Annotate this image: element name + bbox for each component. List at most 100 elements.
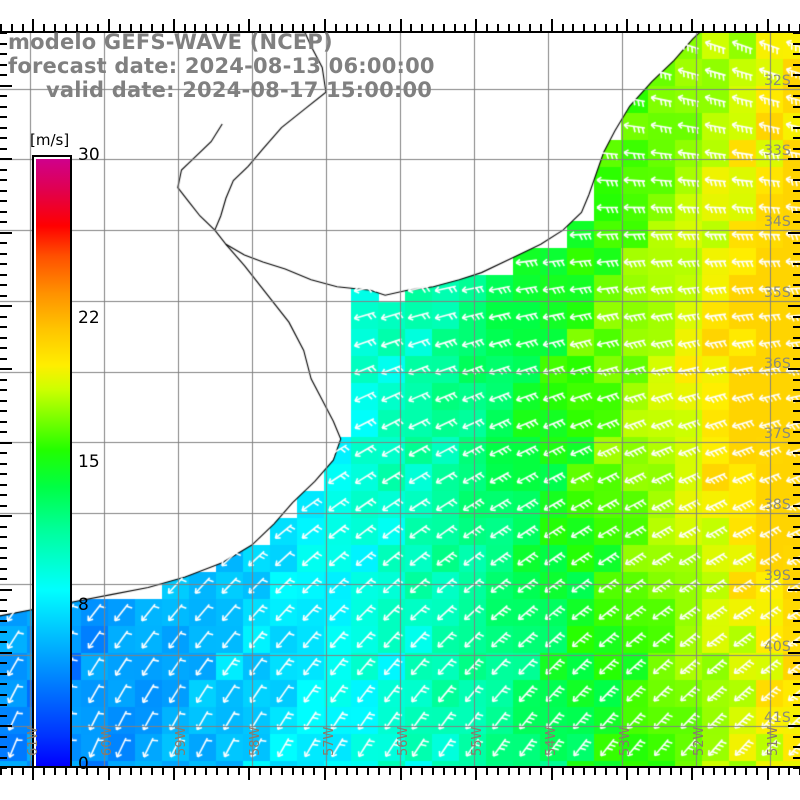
- axis-tick: [702, 768, 704, 775]
- axis-tick: [0, 400, 7, 402]
- axis-tick: [540, 24, 542, 31]
- axis-tick: [788, 305, 800, 307]
- axis-tick: [0, 526, 7, 528]
- plot-frame-bottom: [0, 766, 800, 768]
- axis-tick: [793, 116, 800, 118]
- axis-tick: [0, 305, 12, 307]
- axis-tick: [0, 179, 7, 181]
- axis-tick: [551, 19, 553, 31]
- axis-tick: [248, 768, 250, 780]
- axis-tick: [551, 768, 553, 780]
- axis-tick: [691, 19, 693, 31]
- axis-tick: [270, 768, 272, 775]
- axis-tick: [238, 768, 240, 775]
- axis-tick: [793, 557, 800, 559]
- axis-tick: [793, 284, 800, 286]
- axis-tick: [0, 389, 7, 391]
- axis-tick: [0, 694, 7, 696]
- axis-tick: [475, 19, 477, 31]
- axis-tick: [65, 24, 67, 31]
- axis-tick: [793, 179, 800, 181]
- axis-tick: [86, 768, 88, 775]
- axis-tick: [108, 19, 110, 31]
- axis-tick: [583, 768, 585, 775]
- axis-tick: [793, 326, 800, 328]
- axis-tick: [0, 158, 12, 160]
- axis-tick: [0, 431, 7, 433]
- axis-tick: [32, 768, 34, 780]
- axis-tick: [793, 547, 800, 549]
- axis-tick: [572, 768, 574, 775]
- axis-tick: [151, 768, 153, 775]
- axis-tick: [793, 631, 800, 633]
- axis-tick: [793, 127, 800, 129]
- axis-tick: [793, 568, 800, 570]
- longitude-gridline-label: 57W: [321, 726, 337, 756]
- longitude-gridline-label: 52W: [692, 726, 708, 756]
- axis-tick: [216, 24, 218, 31]
- axis-tick: [0, 515, 12, 517]
- axis-tick: [194, 24, 196, 31]
- latitude-gridline-label: 36S: [764, 355, 791, 372]
- axis-tick: [788, 442, 800, 444]
- axis-tick: [793, 599, 800, 601]
- axis-tick: [173, 768, 175, 780]
- axis-tick: [43, 24, 45, 31]
- latitude-gridline-label: 35S: [764, 284, 791, 301]
- axis-tick: [0, 137, 7, 139]
- colorbar-tick-label: 22: [78, 308, 100, 329]
- colorbar-tick-label: 8: [78, 594, 89, 615]
- axis-tick: [793, 715, 800, 717]
- axis-tick: [389, 24, 391, 31]
- axis-tick: [793, 400, 800, 402]
- axis-tick: [0, 32, 7, 34]
- axis-tick: [788, 515, 800, 517]
- axis-tick: [0, 211, 7, 213]
- axis-tick: [793, 421, 800, 423]
- axis-tick: [259, 768, 261, 775]
- axis-tick: [756, 24, 758, 31]
- axis-tick: [454, 768, 456, 775]
- axis-tick: [793, 316, 800, 318]
- axis-tick: [378, 768, 380, 775]
- longitude-gridline-label: 53W: [618, 726, 634, 756]
- axis-tick: [22, 768, 24, 775]
- axis-tick: [778, 768, 780, 775]
- axis-tick: [324, 19, 326, 31]
- longitude-gridline-label: 58W: [247, 726, 263, 756]
- axis-tick: [0, 725, 12, 727]
- axis-tick: [0, 24, 2, 31]
- axis-tick: [0, 599, 7, 601]
- axis-tick: [793, 673, 800, 675]
- longitude-gridline-label: 54W: [544, 726, 560, 756]
- axis-tick: [793, 641, 800, 643]
- axis-tick: [788, 85, 800, 87]
- axis-tick: [0, 295, 7, 297]
- axis-tick: [443, 24, 445, 31]
- axis-tick: [793, 578, 800, 580]
- axis-tick: [432, 768, 434, 775]
- axis-tick: [793, 190, 800, 192]
- axis-tick: [0, 284, 7, 286]
- longitude-gridline-label: 60W: [99, 726, 115, 756]
- axis-tick: [0, 85, 12, 87]
- axis-tick: [648, 768, 650, 775]
- axis-tick: [793, 263, 800, 265]
- axis-tick: [793, 64, 800, 66]
- axis-tick: [162, 768, 164, 775]
- axis-tick: [0, 200, 7, 202]
- axis-tick: [540, 768, 542, 775]
- colorbar-gradient: [36, 159, 70, 766]
- axis-tick: [793, 757, 800, 759]
- axis-tick: [793, 379, 800, 381]
- axis-tick: [259, 24, 261, 31]
- colorbar: [32, 155, 72, 768]
- axis-tick: [227, 24, 229, 31]
- graticule-gridlines: [0, 32, 800, 768]
- axis-tick: [313, 24, 315, 31]
- axis-tick: [76, 24, 78, 31]
- longitude-gridline-label: 56W: [396, 726, 411, 756]
- axis-tick: [793, 74, 800, 76]
- axis-tick: [745, 24, 747, 31]
